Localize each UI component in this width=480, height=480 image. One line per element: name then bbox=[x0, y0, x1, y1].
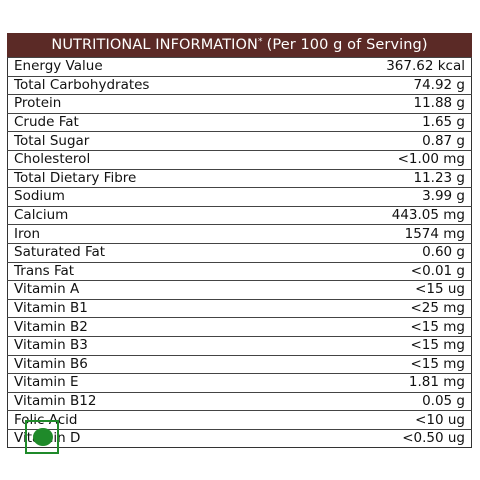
nutrient-name: Protein bbox=[7, 94, 295, 114]
nutrient-value: <15 mg bbox=[294, 335, 472, 355]
nutrient-name: Saturated Fat bbox=[7, 242, 295, 263]
table-row: Vitamin B12 0.05 g bbox=[7, 391, 472, 411]
nutrient-name: Cholesterol bbox=[7, 149, 295, 170]
table-row: Folic Acid <10 ug bbox=[7, 410, 472, 430]
header-asterisk: * bbox=[258, 37, 263, 47]
nutrient-value: <0.01 g bbox=[294, 261, 472, 281]
table-row: Protein 11.88 g bbox=[7, 94, 472, 114]
nutrient-value: 0.05 g bbox=[294, 391, 472, 411]
nutrient-value: 443.05 mg bbox=[294, 205, 472, 225]
veg-icon bbox=[25, 420, 59, 454]
nutrient-name: Folic Acid bbox=[7, 410, 295, 430]
veg-dot bbox=[33, 428, 53, 446]
nutrient-value: <25 mg bbox=[294, 298, 472, 318]
table-row: Energy Value 367.62 kcal bbox=[7, 57, 472, 77]
table-row: Vitamin B1 <25 mg bbox=[7, 298, 472, 318]
nutrient-name: Sodium bbox=[7, 187, 295, 207]
nutrient-value: 367.62 kcal bbox=[294, 57, 472, 77]
table-row: Crude Fat 1.65 g bbox=[7, 112, 472, 132]
nutrient-value: 11.23 g bbox=[294, 168, 472, 188]
nutrient-name: Vitamin B1 bbox=[7, 298, 295, 318]
nutrient-value: <15 mg bbox=[294, 317, 472, 337]
nutrition-panel: NUTRITIONAL INFORMATION * (Per 100 g of Se… bbox=[7, 33, 472, 449]
table-row: Vitamin E 1.81 mg bbox=[7, 373, 472, 393]
table-row: Total Dietary Fibre 11.23 g bbox=[7, 168, 472, 188]
table-row: Vitamin B6 <15 mg bbox=[7, 354, 472, 374]
table-row: Calcium 443.05 mg bbox=[7, 205, 472, 225]
nutrient-value: 1.65 g bbox=[294, 112, 472, 132]
nutrient-value: 1574 mg bbox=[294, 224, 472, 244]
nutrient-name: Calcium bbox=[7, 205, 295, 225]
header: NUTRITIONAL INFORMATION * (Per 100 g of Se… bbox=[7, 33, 472, 57]
header-subtitle: (Per 100 g of Serving) bbox=[266, 37, 428, 53]
nutrient-name: Vitamin B6 bbox=[7, 354, 295, 374]
nutrient-name: Vitamin B3 bbox=[7, 335, 295, 355]
nutrient-name: Vitamin B2 bbox=[7, 317, 295, 337]
nutrient-value: <15 ug bbox=[294, 280, 472, 300]
table-row: Iron 1574 mg bbox=[7, 224, 472, 244]
nutrient-value: 1.81 mg bbox=[294, 373, 472, 393]
nutrient-name: Iron bbox=[7, 224, 295, 244]
table-row: Vitamin D<0.50 ug bbox=[7, 428, 472, 448]
table-row: Vitamin A <15 ug bbox=[7, 280, 472, 300]
table-row: Vitamin B3 <15 mg bbox=[7, 335, 472, 355]
nutrient-name: Vitamin E bbox=[7, 373, 295, 393]
nutrient-name: Total Sugar bbox=[7, 131, 295, 151]
nutrient-name: Crude Fat bbox=[7, 112, 295, 132]
table-row: Saturated Fat 0.60 g bbox=[7, 242, 472, 263]
header-title: NUTRITIONAL INFORMATION bbox=[51, 37, 258, 53]
nutrient-value: <15 mg bbox=[294, 354, 472, 374]
table-row: Trans Fat <0.01 g bbox=[7, 261, 472, 281]
nutrient-value: 0.87 g bbox=[294, 131, 472, 151]
nutrient-name: Energy Value bbox=[7, 57, 295, 77]
nutrient-name: Vitamin B12 bbox=[7, 391, 295, 411]
table-row: Total Sugar 0.87 g bbox=[7, 131, 472, 151]
nutrient-value: 11.88 g bbox=[294, 94, 472, 114]
nutrient-value: <1.00 mg bbox=[294, 149, 472, 170]
nutrient-name: Vitamin A bbox=[7, 280, 295, 300]
table-row: Cholesterol <1.00 mg bbox=[7, 149, 472, 170]
nutrient-value: <0.50 ug bbox=[294, 428, 472, 448]
table-row: Sodium 3.99 g bbox=[7, 187, 472, 207]
nutrient-value: 3.99 g bbox=[294, 187, 472, 207]
nutrient-value: 74.92 g bbox=[294, 75, 472, 95]
nutrient-value: 0.60 g bbox=[294, 242, 472, 263]
nutrient-value: <10 ug bbox=[294, 410, 472, 430]
nutrient-name: Trans Fat bbox=[7, 261, 295, 281]
table-row: Total Carbohydrates 74.92 g bbox=[7, 75, 472, 95]
table-row: Vitamin B2 <15 mg bbox=[7, 317, 472, 337]
nutrition-table: Energy Value 367.62 kcal Total Carbohydrat… bbox=[7, 57, 472, 449]
nutrient-name: Total Carbohydrates bbox=[7, 75, 295, 95]
nutrient-name: Total Dietary Fibre bbox=[7, 168, 295, 188]
